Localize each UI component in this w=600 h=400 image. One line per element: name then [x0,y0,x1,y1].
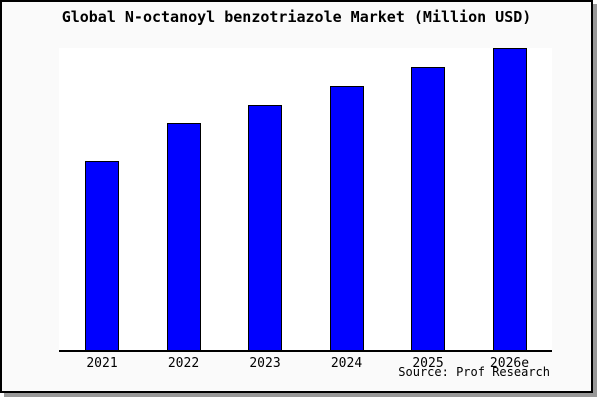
source-credit: Source: Prof Research [398,365,550,379]
x-axis-tick-labels: 2021 2022 2023 2024 2025 2026e [59,356,552,374]
chart-frame: Global N-octanoyl benzotriazole Market (… [0,0,593,393]
x-tick-label-2022: 2022 [167,356,200,371]
x-tick-label-2023: 2023 [249,356,281,371]
bar-2026e [492,48,527,350]
bar-2022 [166,123,201,350]
x-tick-label-2025: 2025 [412,356,444,371]
bar-2021 [85,161,119,350]
plot-area [59,48,552,352]
x-tick-label-2024: 2024 [330,356,363,371]
bar-2025 [411,67,445,350]
x-tick-label-2026e: 2026e [489,356,530,371]
x-tick-label-2021: 2021 [86,356,118,371]
bar-2024 [329,86,364,350]
chart-title: Global N-octanoyl benzotriazole Market (… [61,8,532,26]
bar-2023 [248,105,282,350]
